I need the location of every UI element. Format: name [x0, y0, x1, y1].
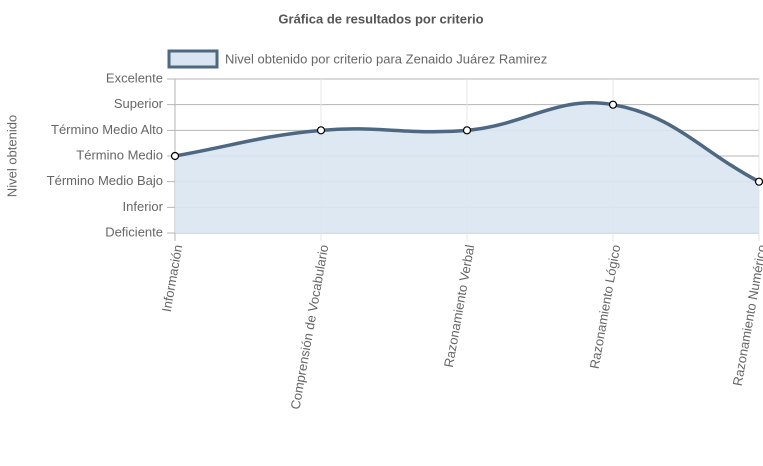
legend-label: Nivel obtenido por criterio para Zenaido…: [225, 51, 547, 66]
x-tick-label: Razonamiento Lógico: [587, 244, 624, 370]
x-tick-label: Razonamiento Verbal: [441, 243, 477, 368]
y-tick-label: Término Medio: [76, 147, 163, 162]
y-tick-label: Término Medio Bajo: [47, 173, 163, 188]
point: [754, 177, 763, 186]
y-tick-label: Término Medio Alto: [51, 122, 163, 137]
y-axis-label: Nivel obtenido: [4, 115, 19, 197]
x-tick-label: Razonamiento Numérico: [730, 244, 763, 388]
point: [170, 151, 180, 161]
y-tick-label: Inferior: [123, 199, 164, 214]
point: [316, 126, 326, 135]
point: [608, 100, 618, 109]
area: [175, 102, 759, 233]
x-tick-label: Información: [159, 244, 186, 313]
chart-title: Gráfica de resultados por criterio: [278, 11, 483, 26]
y-tick-label: Superior: [114, 96, 164, 111]
point: [462, 126, 472, 135]
x-tick-label: Comprensión de Vocabulario: [288, 244, 332, 411]
y-tick-label: Excelente: [106, 70, 163, 85]
y-tick-label: Deficiente: [105, 224, 163, 239]
legend-swatch: [167, 49, 219, 69]
